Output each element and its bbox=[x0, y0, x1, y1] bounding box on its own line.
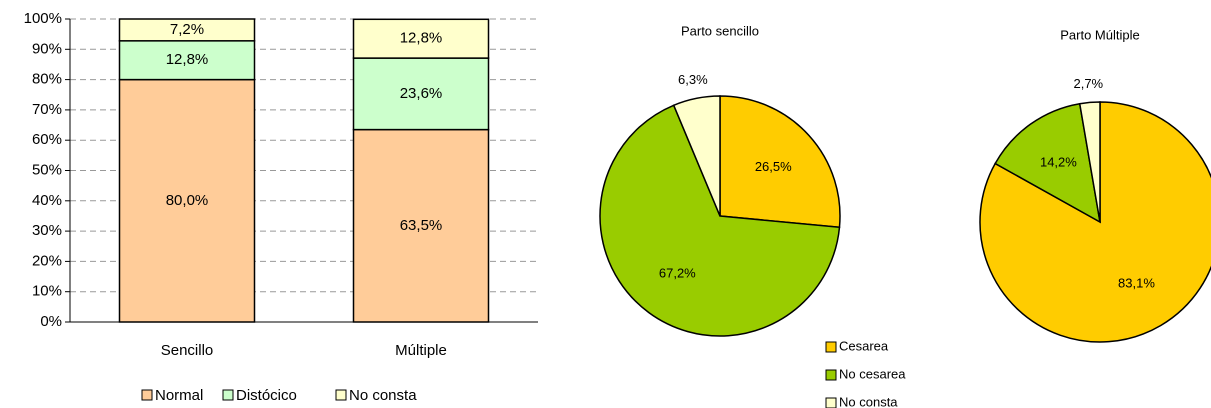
y-tick-label: 10% bbox=[32, 283, 62, 300]
legend-label: No cesarea bbox=[839, 366, 906, 381]
data-label: 14,2% bbox=[1040, 155, 1077, 170]
y-tick-label: 80% bbox=[32, 71, 62, 88]
pie-slice bbox=[719, 95, 841, 229]
bar-segment bbox=[352, 128, 490, 323]
bar-segment bbox=[118, 78, 256, 323]
data-label: 83,1% bbox=[1118, 276, 1155, 291]
pie-title: Parto Múltiple bbox=[1060, 27, 1139, 42]
y-tick-label: 90% bbox=[32, 40, 62, 57]
y-tick-label: 70% bbox=[32, 101, 62, 118]
bar-segment bbox=[352, 57, 490, 131]
pie-slice bbox=[672, 95, 721, 217]
legend-label: No consta bbox=[839, 394, 898, 408]
legend-swatch bbox=[222, 389, 234, 401]
data-label: 6,3% bbox=[678, 72, 708, 87]
data-label: 12,8% bbox=[400, 30, 443, 47]
legend-swatch bbox=[141, 389, 153, 401]
data-label: 7,2% bbox=[170, 21, 204, 38]
pie-title: Parto sencillo bbox=[681, 23, 759, 38]
y-tick-label: 30% bbox=[32, 222, 62, 239]
data-label: 2,7% bbox=[1073, 76, 1103, 91]
pie-slice bbox=[994, 102, 1102, 224]
legend-swatch bbox=[335, 389, 347, 401]
y-tick-label: 20% bbox=[32, 252, 62, 269]
x-tick-label: Múltiple bbox=[395, 342, 447, 359]
y-tick-label: 100% bbox=[24, 10, 62, 27]
y-tick-label: 40% bbox=[32, 192, 62, 209]
data-label: 26,5% bbox=[755, 159, 792, 174]
legend-label: Normal bbox=[155, 387, 203, 404]
legend-swatch bbox=[825, 341, 837, 353]
data-label: 23,6% bbox=[400, 85, 443, 102]
data-label: 67,2% bbox=[659, 265, 696, 280]
y-tick-label: 0% bbox=[40, 313, 62, 330]
legend-swatch bbox=[825, 369, 837, 381]
pie-slice bbox=[1078, 101, 1101, 223]
bar-segment bbox=[352, 18, 490, 59]
x-tick-label: Sencillo bbox=[161, 342, 214, 359]
data-label: 80,0% bbox=[166, 192, 209, 209]
bar-segment bbox=[118, 18, 256, 42]
y-tick-label: 60% bbox=[32, 131, 62, 148]
legend-label: Cesarea bbox=[839, 338, 889, 353]
pie-slice bbox=[979, 101, 1211, 343]
bar-segment bbox=[118, 40, 256, 81]
pie-slice bbox=[599, 104, 841, 337]
legend-swatch bbox=[825, 397, 837, 408]
data-label: 63,5% bbox=[400, 217, 443, 234]
legend-label: No consta bbox=[349, 387, 417, 404]
legend-label: Distócico bbox=[236, 387, 297, 404]
y-tick-label: 50% bbox=[32, 161, 62, 178]
data-label: 12,8% bbox=[166, 51, 209, 68]
